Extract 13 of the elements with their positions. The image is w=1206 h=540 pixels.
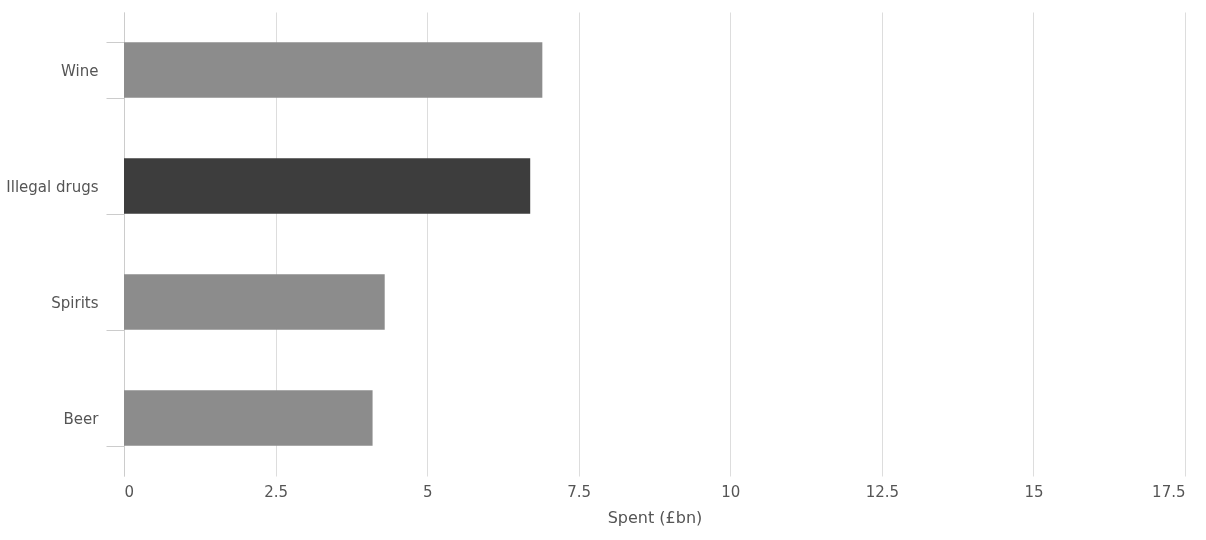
y-tick-label: Spirits bbox=[51, 293, 99, 312]
x-tick-label: 5 bbox=[422, 482, 433, 501]
x-tick-label: 7.5 bbox=[567, 482, 592, 501]
x-tick-label: 15 bbox=[1024, 482, 1044, 501]
x-tick-label: 10 bbox=[721, 482, 741, 501]
x-axis-title: Spent (£bn) bbox=[607, 507, 703, 527]
y-tick-label: Beer bbox=[63, 409, 100, 428]
x-tick-label: 2.5 bbox=[264, 482, 288, 501]
y-tick-label: Illegal drugs bbox=[6, 177, 99, 196]
x-tick-label: 17.5 bbox=[1152, 482, 1186, 501]
y-tick-label: Wine bbox=[61, 61, 99, 80]
x-tick-label: 12.5 bbox=[865, 482, 900, 501]
x-tick-label: 0 bbox=[124, 482, 135, 501]
